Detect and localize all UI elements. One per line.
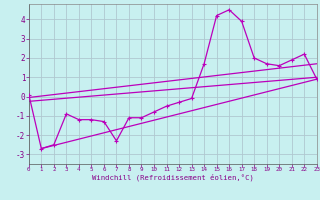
X-axis label: Windchill (Refroidissement éolien,°C): Windchill (Refroidissement éolien,°C): [92, 174, 254, 181]
